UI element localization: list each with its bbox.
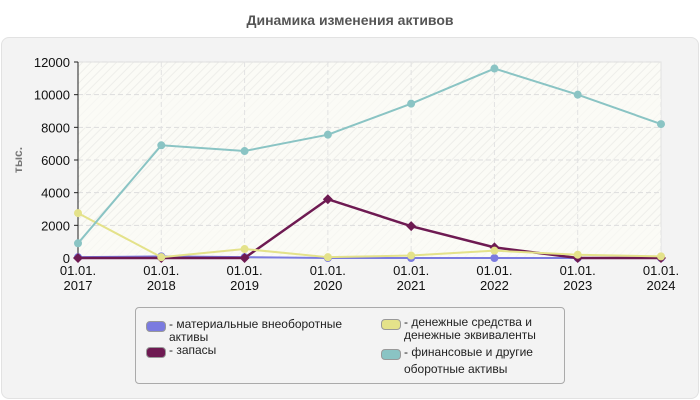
y-tick-label: 12000 xyxy=(34,55,70,70)
x-tick-label: 2019 xyxy=(230,278,259,293)
legend-item-cash: - денежные средства и денежные эквивалент… xyxy=(381,316,536,342)
data-point[interactable] xyxy=(322,194,333,205)
x-tick-label: 2022 xyxy=(480,278,509,293)
x-tick-label: 01.01. xyxy=(310,263,346,278)
x-tick-label: 2018 xyxy=(147,278,176,293)
data-point[interactable] xyxy=(490,246,499,255)
data-point[interactable] xyxy=(490,254,499,262)
line-chart: 02000400060008000100001200001.01.201701.… xyxy=(11,55,679,293)
data-point[interactable] xyxy=(407,251,416,260)
data-point[interactable] xyxy=(74,239,82,248)
legend: - материальные внеоборотные активы - запа… xyxy=(135,307,565,384)
x-tick-label: 2023 xyxy=(563,278,592,293)
grid-lines xyxy=(78,61,662,258)
data-point[interactable] xyxy=(157,141,166,150)
x-tick-label: 01.01. xyxy=(143,263,179,278)
legend-item-tangible-assets: - материальные внеоборотные активы xyxy=(146,318,342,344)
data-point[interactable] xyxy=(657,120,665,129)
y-tick-label: 10000 xyxy=(34,88,70,103)
legend-swatch-yellow xyxy=(381,319,401,330)
data-point[interactable] xyxy=(73,253,83,263)
legend-swatch-teal xyxy=(381,349,401,360)
y-tick-label: 6000 xyxy=(41,153,70,168)
data-point[interactable] xyxy=(74,209,82,218)
series-2 xyxy=(74,209,665,262)
x-tick-label: 2020 xyxy=(313,278,342,293)
x-tick-label: 2021 xyxy=(397,278,426,293)
x-tick-label: 2024 xyxy=(647,278,676,293)
data-point[interactable] xyxy=(657,252,665,261)
x-tick-label: 01.01. xyxy=(226,263,262,278)
series-lines xyxy=(73,64,666,263)
x-tick-label: 2017 xyxy=(64,278,93,293)
data-point[interactable] xyxy=(490,64,499,73)
data-point[interactable] xyxy=(573,250,582,259)
x-tick-label: 01.01. xyxy=(560,263,596,278)
data-point[interactable] xyxy=(407,99,416,108)
series-3 xyxy=(74,64,665,248)
y-axis-label: тыс. xyxy=(11,147,25,173)
legend-item-inventory: - запасы xyxy=(146,344,216,358)
legend-swatch-purple xyxy=(146,347,166,358)
data-point[interactable] xyxy=(157,253,166,262)
y-tick-label: 0 xyxy=(63,251,70,266)
data-point[interactable] xyxy=(323,253,332,262)
y-tick-label: 4000 xyxy=(41,186,70,201)
x-tick-label: 01.01. xyxy=(60,263,96,278)
chart-title: Динамика изменения активов xyxy=(246,12,454,28)
legend-swatch-blue xyxy=(146,321,166,332)
x-tick-label: 01.01. xyxy=(393,263,429,278)
x-tick-label: 01.01. xyxy=(476,263,512,278)
x-tick-label: 01.01. xyxy=(643,263,679,278)
y-tick-label: 8000 xyxy=(41,120,70,135)
data-point[interactable] xyxy=(240,147,249,156)
data-point[interactable] xyxy=(323,130,332,139)
data-point[interactable] xyxy=(406,221,417,232)
data-point[interactable] xyxy=(573,90,582,99)
data-point[interactable] xyxy=(239,253,250,263)
y-tick-label: 2000 xyxy=(41,218,70,233)
data-point[interactable] xyxy=(240,245,249,254)
legend-item-financial-assets: - финансовые и другие оборотные активы xyxy=(381,345,533,378)
